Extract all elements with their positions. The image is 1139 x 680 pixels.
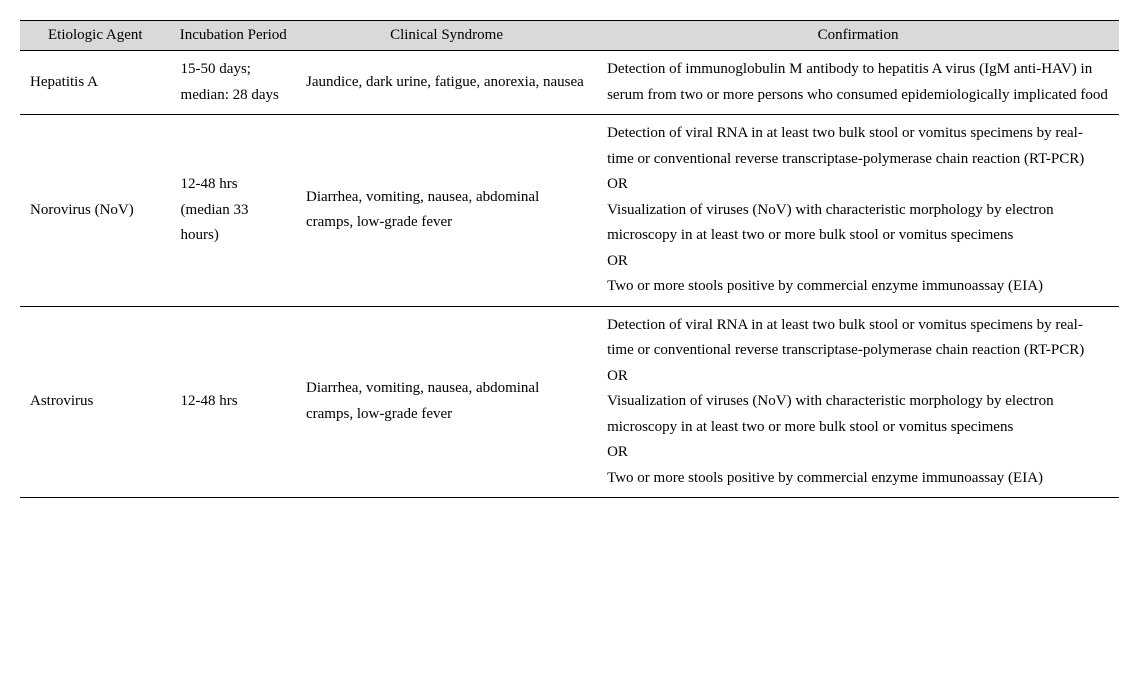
table-row: Astrovirus 12-48 hrs Diarrhea, vomiting,… <box>20 306 1119 498</box>
cell-agent: Hepatitis A <box>20 51 171 115</box>
col-header-syndrome: Clinical Syndrome <box>296 21 597 51</box>
cell-incubation: 15-50 days; median: 28 days <box>171 51 296 115</box>
table-row: Hepatitis A 15-50 days; median: 28 days … <box>20 51 1119 115</box>
cell-syndrome: Diarrhea, vomiting, nausea, abdominal cr… <box>296 306 597 498</box>
cell-incubation: 12-48 hrs <box>171 306 296 498</box>
col-header-incubation: Incubation Period <box>171 21 296 51</box>
table-row: Norovirus (NoV) 12-48 hrs (median 33 hou… <box>20 115 1119 307</box>
etiologic-agents-table: Etiologic Agent Incubation Period Clinic… <box>20 20 1119 498</box>
col-header-agent: Etiologic Agent <box>20 21 171 51</box>
cell-syndrome: Jaundice, dark urine, fatigue, anorexia,… <box>296 51 597 115</box>
cell-agent: Astrovirus <box>20 306 171 498</box>
col-header-confirmation: Confirmation <box>597 21 1119 51</box>
cell-confirmation: Detection of viral RNA in at least two b… <box>597 306 1119 498</box>
cell-confirmation: Detection of immunoglobulin M antibody t… <box>597 51 1119 115</box>
cell-syndrome: Diarrhea, vomiting, nausea, abdominal cr… <box>296 115 597 307</box>
table-header: Etiologic Agent Incubation Period Clinic… <box>20 21 1119 51</box>
cell-incubation: 12-48 hrs (median 33 hours) <box>171 115 296 307</box>
cell-confirmation: Detection of viral RNA in at least two b… <box>597 115 1119 307</box>
cell-agent: Norovirus (NoV) <box>20 115 171 307</box>
